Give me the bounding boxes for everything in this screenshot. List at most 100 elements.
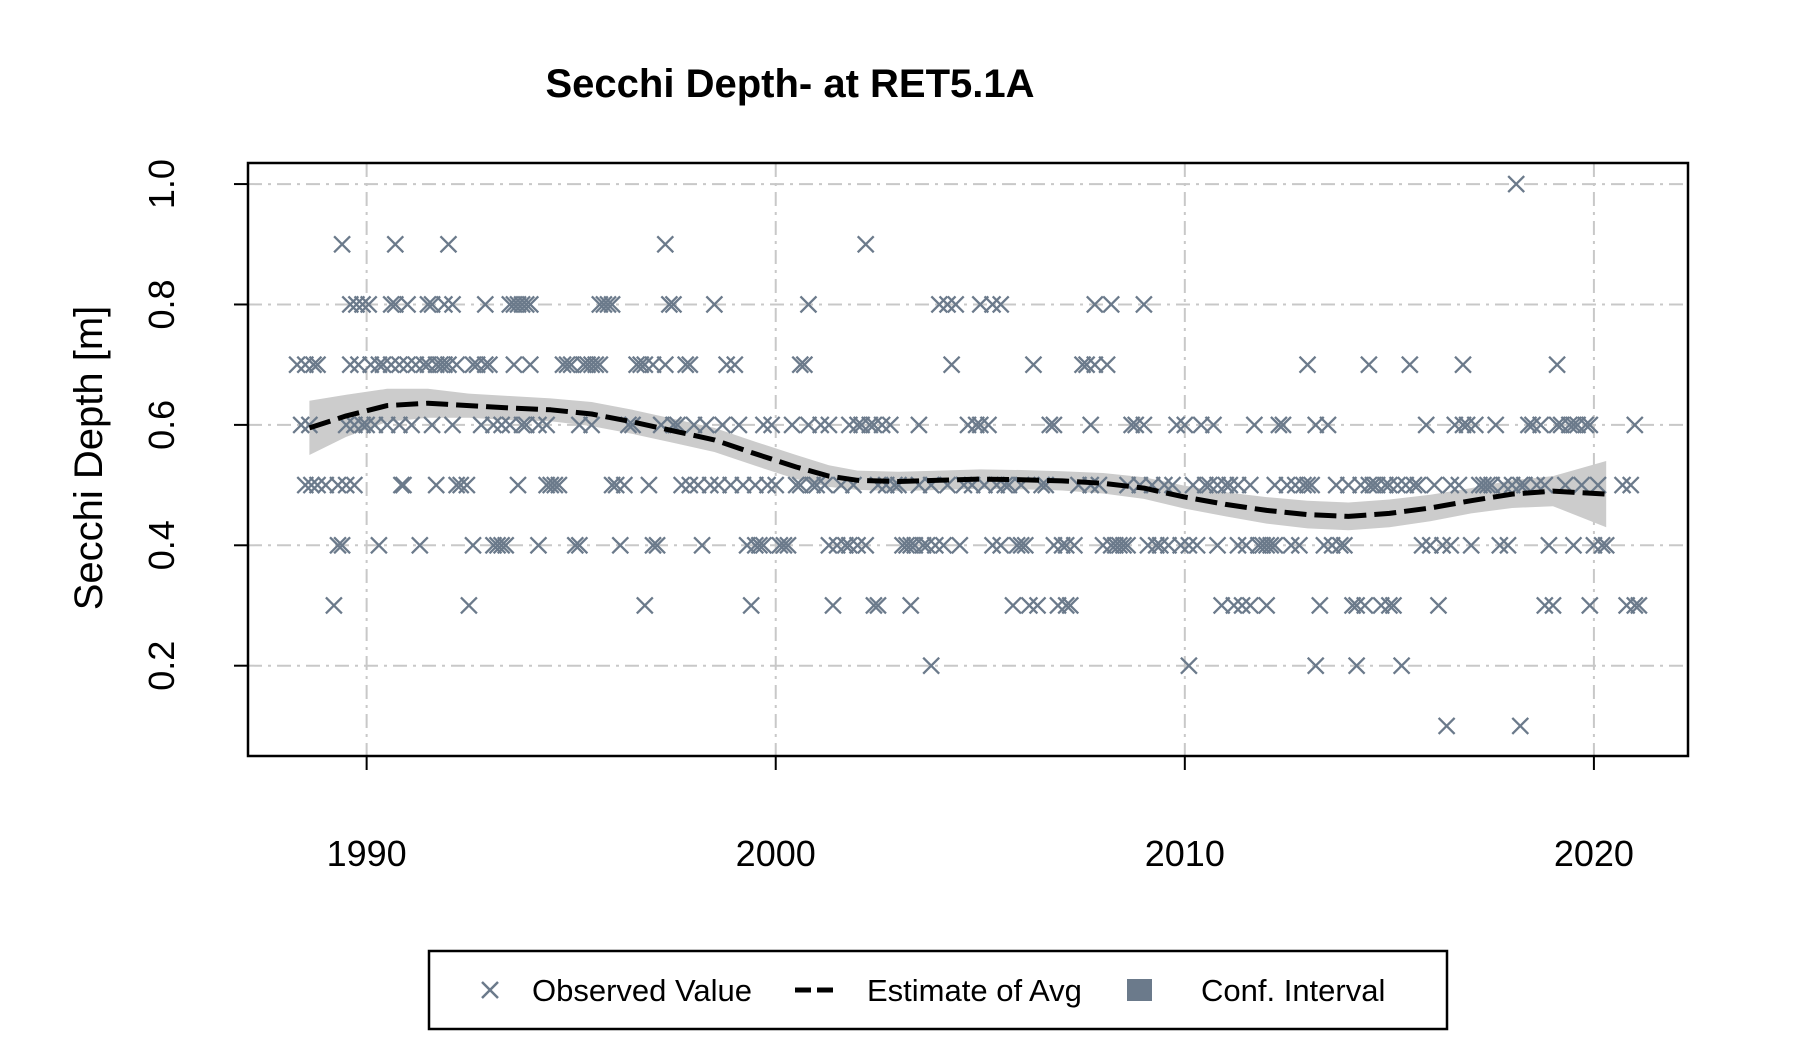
observed-point xyxy=(411,536,429,555)
observed-point xyxy=(1360,355,1378,374)
observed-point xyxy=(1057,536,1075,555)
observed-point xyxy=(934,536,953,555)
observed-point xyxy=(302,476,321,494)
observed-point xyxy=(394,476,413,494)
observed-points xyxy=(288,175,1648,735)
observed-point xyxy=(353,295,372,314)
observed-point xyxy=(983,295,1002,314)
observed-point xyxy=(1499,536,1517,555)
observed-point xyxy=(926,536,945,555)
observed-point xyxy=(402,416,421,434)
observed-point xyxy=(443,416,462,434)
observed-point xyxy=(1486,416,1505,434)
observed-point xyxy=(1081,476,1100,494)
observed-point xyxy=(918,536,936,555)
observed-point xyxy=(423,416,441,434)
observed-point xyxy=(636,355,654,374)
observed-point xyxy=(505,355,523,374)
observed-point xyxy=(1298,476,1317,494)
observed-point xyxy=(771,536,789,555)
observed-point xyxy=(1135,416,1153,434)
observed-point xyxy=(480,355,499,374)
observed-point xyxy=(288,355,306,374)
estimate-line-group xyxy=(308,400,1607,519)
observed-point xyxy=(1061,596,1080,615)
observed-point xyxy=(1626,596,1644,615)
observed-point xyxy=(1360,476,1378,494)
observed-point xyxy=(1576,416,1595,434)
observed-point xyxy=(1581,416,1599,434)
observed-point xyxy=(656,355,675,374)
observed-point xyxy=(1261,536,1280,555)
observed-point xyxy=(799,295,818,314)
observed-point xyxy=(1114,536,1133,555)
observed-point xyxy=(1311,596,1329,615)
observed-point xyxy=(820,416,838,434)
observed-point xyxy=(1024,355,1043,374)
observed-point xyxy=(881,416,900,434)
observed-point xyxy=(865,416,883,434)
observed-point xyxy=(1221,476,1239,494)
observed-point xyxy=(824,596,842,615)
observed-point xyxy=(750,536,769,555)
observed-point xyxy=(1163,476,1182,494)
observed-point xyxy=(627,355,646,374)
observed-point xyxy=(398,355,417,374)
observed-point xyxy=(1110,536,1129,555)
observed-point xyxy=(758,476,777,494)
observed-point xyxy=(991,536,1010,555)
observed-point xyxy=(942,355,961,374)
observed-point xyxy=(325,596,343,615)
observed-point xyxy=(1548,355,1566,374)
observed-point xyxy=(779,536,797,555)
observed-point xyxy=(554,355,572,374)
observed-point xyxy=(1016,536,1035,555)
observed-point xyxy=(558,355,576,374)
observed-point xyxy=(304,355,323,374)
observed-point xyxy=(1335,536,1354,555)
observed-point xyxy=(1630,596,1648,615)
observed-point xyxy=(783,416,801,434)
observed-point xyxy=(1384,596,1403,615)
observed-point xyxy=(1356,596,1374,615)
observed-point xyxy=(1315,536,1333,555)
observed-point xyxy=(1589,476,1607,494)
observed-point xyxy=(951,536,969,555)
observed-point xyxy=(537,416,556,434)
observed-point xyxy=(1200,476,1219,494)
observed-point xyxy=(811,416,830,434)
legend-ci-label: Conf. Interval xyxy=(1201,973,1385,1008)
observed-point xyxy=(1437,717,1456,735)
observed-point xyxy=(435,295,454,314)
observed-point xyxy=(840,536,859,555)
x-tick-label: 2020 xyxy=(1554,833,1634,874)
estimate-line xyxy=(308,400,1607,519)
observed-point xyxy=(636,596,654,615)
observed-point xyxy=(664,295,683,314)
observed-point xyxy=(488,536,507,555)
observed-point xyxy=(607,476,625,494)
observed-point xyxy=(1380,476,1399,494)
observed-point xyxy=(419,295,437,314)
observed-point xyxy=(447,355,466,374)
observed-point xyxy=(1290,536,1309,555)
observed-point xyxy=(1188,536,1206,555)
observed-point xyxy=(869,596,887,615)
observed-point xyxy=(1388,476,1407,494)
observed-point xyxy=(1405,476,1423,494)
observed-point xyxy=(341,355,360,374)
observed-point xyxy=(701,476,720,494)
observed-point xyxy=(443,295,462,314)
observed-point xyxy=(582,416,601,434)
observed-point xyxy=(1523,416,1542,434)
observed-point xyxy=(1401,355,1419,374)
observed-point xyxy=(1241,596,1260,615)
observed-point xyxy=(991,295,1010,314)
observed-point xyxy=(329,476,347,494)
observed-point xyxy=(1441,536,1460,555)
observed-point xyxy=(492,416,511,434)
observed-point xyxy=(644,536,662,555)
observed-point xyxy=(1045,416,1063,434)
observed-point xyxy=(946,295,965,314)
